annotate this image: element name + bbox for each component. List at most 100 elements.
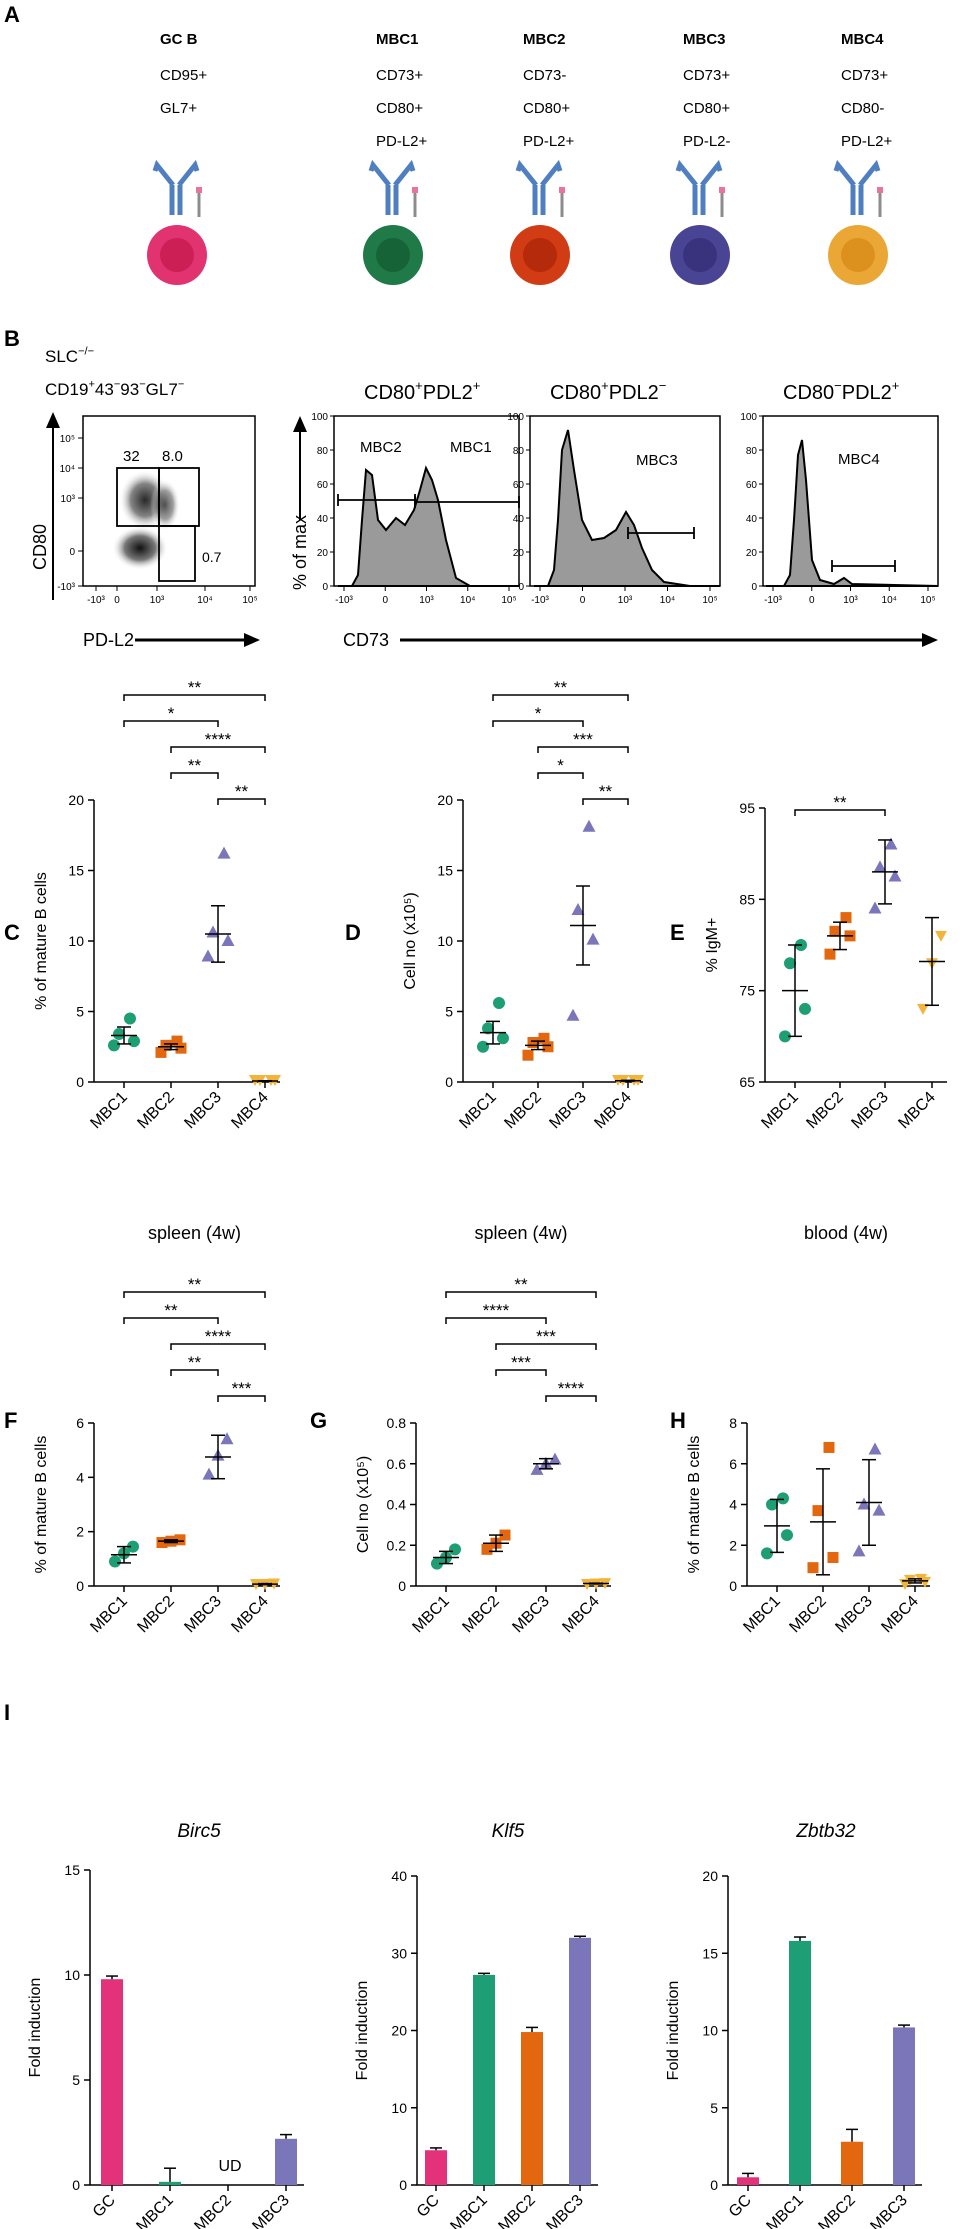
data-point-mbc3 — [873, 860, 887, 873]
y-tick-label: 15 — [702, 1945, 718, 1961]
x-tick-label: MBC3 — [509, 1593, 553, 1637]
dot-plot-y-label: CD80 — [30, 524, 50, 570]
y-tick-label: 85 — [739, 891, 755, 907]
data-point-mbc1 — [781, 1529, 793, 1542]
x-tick-label: MBC3 — [249, 2192, 293, 2229]
x-tick-label: MBC2 — [815, 2192, 859, 2229]
panel-a-label: A — [4, 2, 20, 27]
histogram-y-tick: 80 — [746, 446, 758, 457]
data-point-mbc3 — [888, 869, 902, 882]
histogram-title: CD80+PDL2− — [550, 378, 666, 404]
antibody-arm — [177, 159, 200, 187]
dot-plot-x-tick: 10⁴ — [197, 595, 212, 606]
y-tick-label: 20 — [68, 792, 84, 808]
histogram-x-label: CD73 — [343, 630, 389, 650]
significance-label: *** — [511, 1353, 531, 1372]
cell-marker: PD-L2+ — [523, 133, 575, 150]
histogram-title: CD80+PDL2+ — [364, 378, 480, 404]
histogram-y-tick: 80 — [513, 446, 525, 457]
data-point-mbc3 — [868, 901, 882, 914]
y-tick-label: 0.6 — [387, 1456, 407, 1472]
x-tick-label: MBC3 — [832, 1593, 876, 1637]
histogram-curve — [766, 439, 939, 587]
cell-marker: PD-L2+ — [376, 133, 428, 150]
x-tick-label: MBC2 — [134, 1593, 178, 1637]
cell-marker: CD73+ — [376, 67, 423, 84]
y-axis-label: % of mature B cells — [686, 1436, 703, 1574]
dot-plot-y-tick: 10⁴ — [60, 464, 75, 475]
significance-label: ** — [599, 782, 613, 801]
gene-chart: Klf5 0 10 20 30 40 Fold induction GC MBC1 MBC2 MBC… — [354, 1821, 598, 2229]
data-point-mbc1 — [784, 957, 796, 970]
data-point-mbc1 — [124, 1012, 136, 1025]
y-axis-label: % of mature B cells — [33, 872, 50, 1010]
data-point-mbc3 — [857, 1497, 871, 1510]
data-point-mbc2 — [812, 1505, 824, 1517]
y-tick-label: 20 — [391, 2023, 407, 2039]
y-tick-label: 5 — [710, 2100, 718, 2116]
arrow-head-icon — [922, 633, 938, 647]
histogram-gate-label: MBC1 — [450, 439, 492, 456]
panel-label: G — [310, 1408, 327, 1433]
y-tick-label: 0 — [76, 1578, 84, 1594]
x-tick-label: MBC2 — [803, 1089, 847, 1133]
significance-label: * — [535, 704, 542, 723]
x-tick-label: MBC4 — [895, 1089, 939, 1133]
histogram-y-tick: 0 — [518, 582, 524, 593]
cell-marker: GL7+ — [160, 100, 197, 117]
antibody-arm — [368, 159, 391, 187]
cell-marker: CD80+ — [523, 100, 570, 117]
histogram-curve — [534, 429, 720, 587]
significance-label: *** — [232, 1379, 252, 1398]
chart-title: spleen (4w) — [474, 1223, 567, 1243]
density-blob — [112, 526, 168, 570]
x-tick-label: MBC4 — [228, 1593, 272, 1637]
histogram-x-tick: 10³ — [618, 595, 633, 606]
x-tick-label: MBC2 — [134, 1089, 178, 1133]
data-point-mbc1 — [109, 1555, 121, 1568]
histogram-y-label: % of max — [290, 515, 310, 590]
x-tick-label: MBC4 — [591, 1089, 635, 1133]
histogram-y-tick: 100 — [507, 412, 524, 423]
histogram-x-tick: 10⁵ — [501, 595, 516, 606]
significance-bracket — [217, 1395, 266, 1402]
density-blob — [150, 479, 180, 531]
gene-title: Zbtb32 — [795, 1821, 856, 1842]
data-point-mbc3 — [548, 1452, 562, 1465]
histogram-y-tick: 40 — [513, 514, 525, 525]
gate-value: 0.7 — [202, 549, 222, 565]
histogram-gate-label: MBC3 — [636, 452, 678, 469]
histogram-x-tick: 10⁵ — [920, 595, 935, 606]
y-tick-label: 40 — [391, 1868, 407, 1884]
chart-title: spleen (4w) — [148, 1223, 241, 1243]
antibody-icon — [515, 159, 563, 215]
y-tick-label: 15 — [437, 863, 453, 879]
data-point-mbc2 — [829, 925, 841, 937]
x-tick-label: MBC4 — [878, 1593, 922, 1637]
significance-label: ** — [164, 1301, 178, 1320]
y-tick-label: 0 — [445, 1074, 453, 1090]
y-axis-label: Cell no (x10⁵) — [402, 892, 419, 989]
bar — [893, 2027, 915, 2185]
histogram-x-tick: 10⁴ — [882, 595, 897, 606]
y-tick-label: 5 — [445, 1004, 453, 1020]
data-point-mbc2 — [174, 1534, 186, 1546]
data-point-mbc2 — [840, 912, 852, 924]
y-tick-label: 2 — [729, 1537, 737, 1553]
data-point-mbc1 — [128, 1035, 140, 1048]
significance-label: ** — [188, 1275, 202, 1294]
gene-title: Birc5 — [177, 1821, 221, 1842]
x-tick-label: MBC2 — [191, 2192, 235, 2229]
bar — [275, 2138, 297, 2185]
bar — [425, 2150, 447, 2185]
gate-value: 8.0 — [162, 448, 183, 465]
x-tick-label: MBC3 — [848, 1089, 892, 1133]
panel-c: C 0 5 10 15 20 % of mature B cells MBC1 MBC2 MBC3… — [4, 678, 281, 1132]
significance-label: ** — [514, 1275, 528, 1294]
bar — [789, 1940, 811, 2185]
cell-marker: CD73- — [523, 67, 566, 84]
y-tick-label: 2 — [76, 1524, 84, 1540]
